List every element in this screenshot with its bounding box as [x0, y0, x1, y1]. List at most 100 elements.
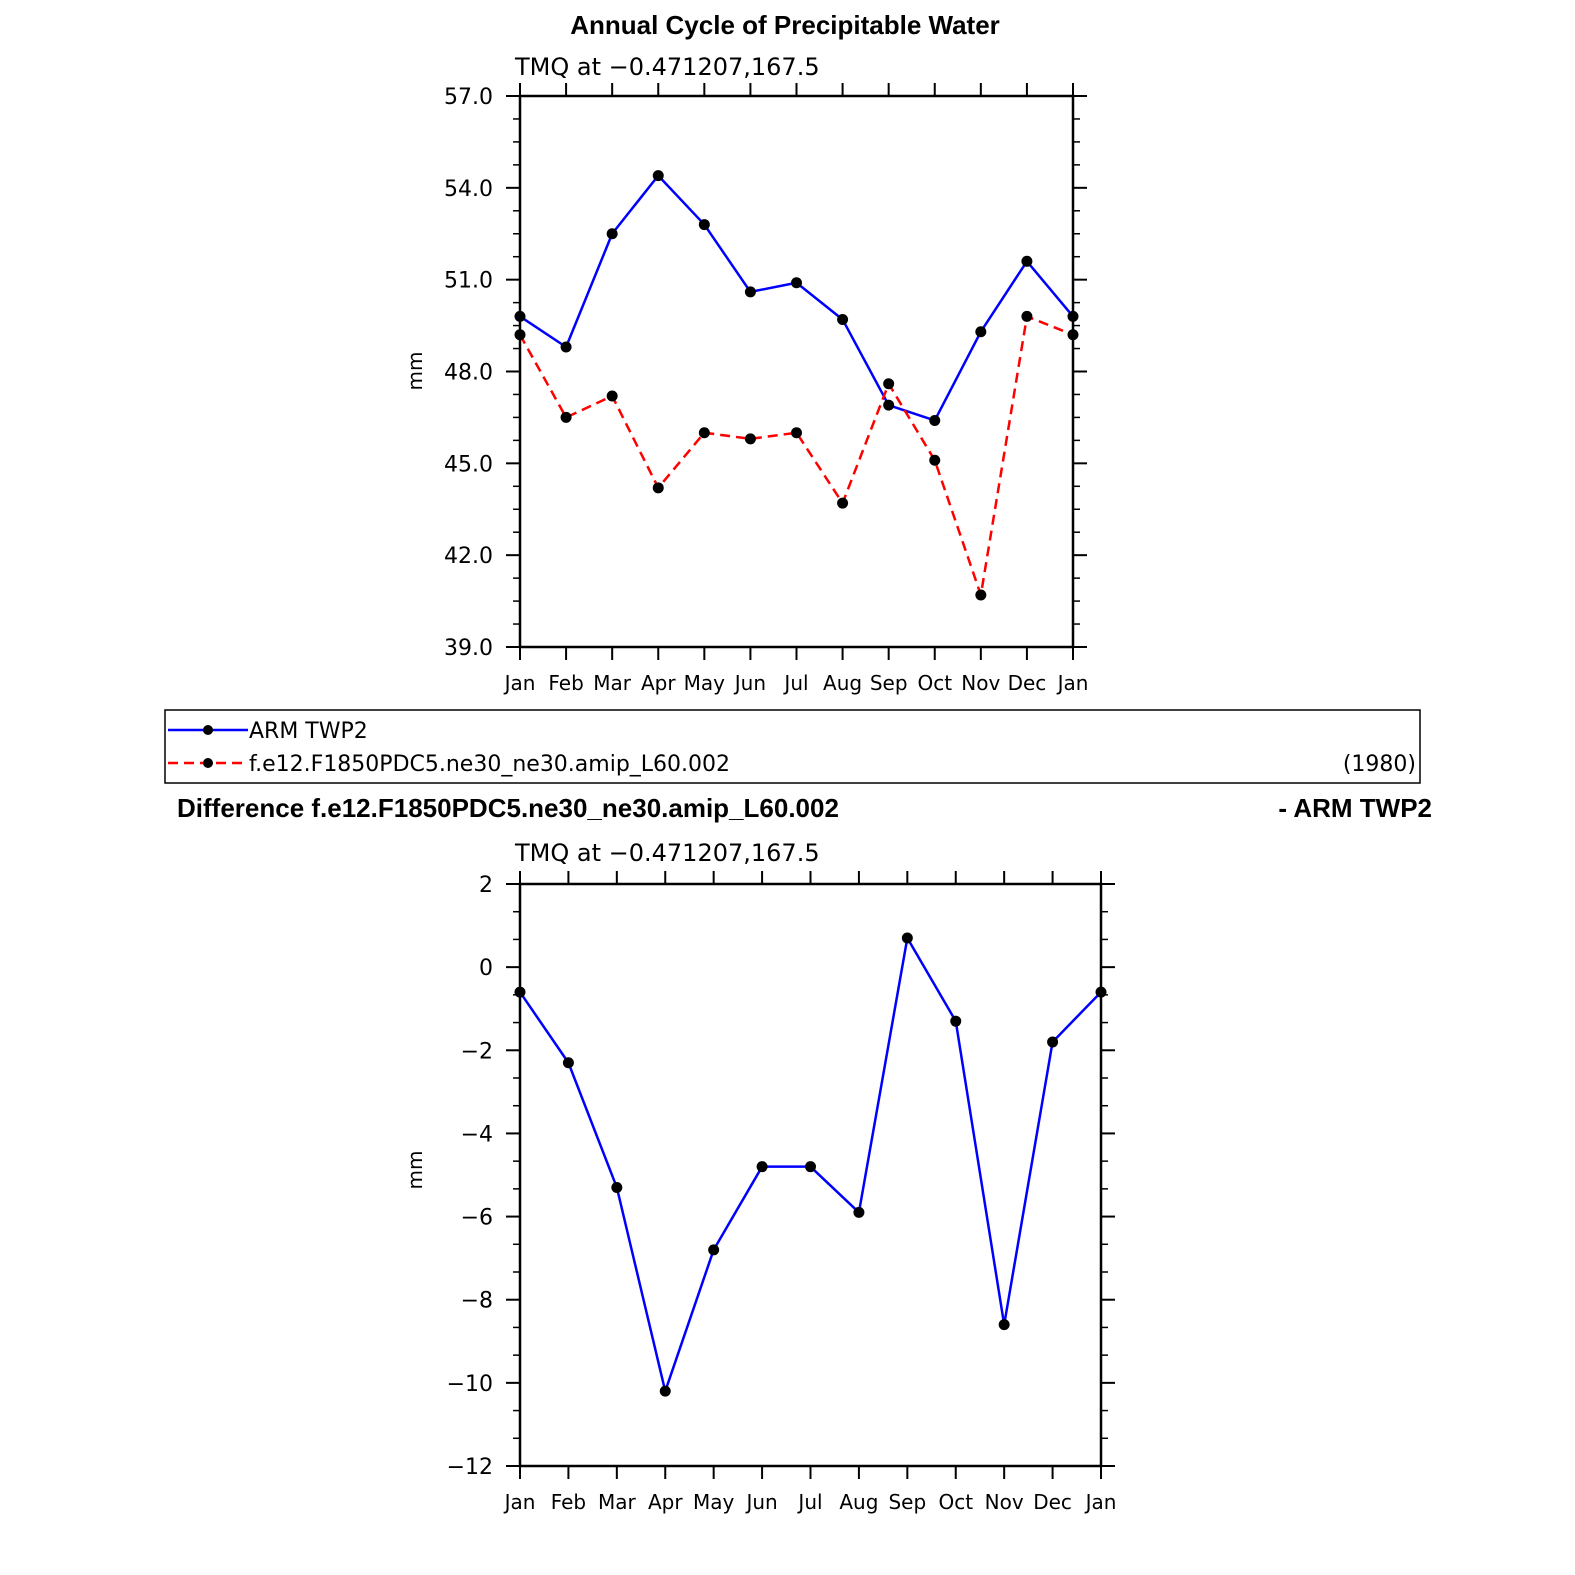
data-point [659, 1385, 671, 1397]
data-point [560, 341, 572, 353]
y-tick-label: −2 [461, 1039, 493, 1064]
y-tick-label: −10 [447, 1372, 493, 1397]
y-tick-label: 42.0 [444, 544, 493, 569]
data-point [698, 219, 710, 231]
legend-obs-marker [203, 725, 213, 735]
data-point [652, 482, 664, 494]
data-point [853, 1206, 865, 1218]
y-tick-label: 57.0 [444, 85, 493, 110]
x-tick-label: May [693, 1490, 735, 1514]
data-point [805, 1161, 816, 1173]
top-chart-ylabel: mm [403, 352, 427, 391]
data-point [883, 378, 895, 390]
x-tick-label: Mar [593, 671, 632, 695]
data-point [708, 1244, 720, 1256]
series-line [518, 315, 1074, 597]
x-tick-label: Jun [733, 671, 766, 695]
x-tick-label: Sep [870, 671, 908, 695]
data-point [698, 427, 710, 439]
x-tick-label: Apr [641, 671, 676, 695]
x-tick-label: Jun [744, 1490, 777, 1514]
data-point [744, 433, 756, 445]
x-tick-label: Jan [1084, 1490, 1117, 1514]
data-point [514, 986, 526, 998]
legend-box [164, 709, 1421, 784]
x-tick-label: Jul [782, 671, 808, 695]
y-tick-label: 39.0 [444, 636, 493, 661]
x-tick-label: Oct [938, 1490, 973, 1514]
data-point [1021, 310, 1033, 322]
data-point [837, 497, 849, 509]
difference-chart-subtitle: TMQ at −0.471207,167.5 [514, 839, 820, 867]
x-tick-label: Sep [888, 1490, 926, 1514]
data-point [1067, 310, 1079, 322]
x-tick-label: Jul [796, 1490, 822, 1514]
data-point [756, 1161, 768, 1173]
data-point [514, 310, 526, 322]
data-point [1021, 255, 1033, 267]
data-point [975, 326, 987, 338]
x-tick-label: Jan [503, 671, 536, 695]
x-tick-label: Aug [823, 671, 862, 695]
y-tick-label: 0 [479, 956, 493, 981]
x-tick-label: Feb [551, 1490, 586, 1514]
data-point [950, 1015, 962, 1027]
y-tick-label: −6 [461, 1206, 493, 1231]
series-line [519, 174, 1074, 422]
data-point [652, 170, 664, 182]
x-tick-label: Dec [1033, 1490, 1072, 1514]
data-point [606, 390, 618, 402]
diff-title-left: Difference f.e12.F1850PDC5.ne30_ne30.ami… [177, 793, 839, 823]
legend-year: (1980) [1343, 752, 1416, 777]
data-point [744, 286, 756, 298]
y-tick-label: 51.0 [444, 269, 493, 294]
data-point [883, 399, 895, 411]
x-tick-label: Apr [648, 1490, 683, 1514]
data-point [791, 427, 802, 439]
x-tick-label: Dec [1008, 671, 1047, 695]
x-tick-label: May [684, 671, 726, 695]
x-tick-label: Jan [1056, 671, 1089, 695]
top-chart: TMQ at −0.471207,167.5 mm Jan Feb Mar Apr Ma… [403, 53, 1088, 695]
x-tick-label: Feb [548, 671, 583, 695]
plot-frame [518, 94, 1075, 649]
data-point [1047, 1036, 1059, 1048]
x-tick-label: Nov [961, 671, 1000, 695]
data-point [562, 1057, 574, 1069]
data-point [606, 228, 618, 240]
diff-title-right: - ARM TWP2 [1278, 793, 1432, 823]
y-tick-label: 54.0 [444, 177, 493, 202]
top-title: Annual Cycle of Precipitable Water [570, 10, 1000, 40]
x-tick-label: Nov [985, 1490, 1024, 1514]
legend-model-label: f.e12.F1850PDC5.ne30_ne30.amip_L60.002 [249, 752, 730, 777]
y-tick-label: −8 [461, 1289, 493, 1314]
x-tick-label: Mar [598, 1490, 637, 1514]
data-point [560, 411, 572, 423]
data-point [837, 313, 849, 325]
x-tick-label: Oct [917, 671, 952, 695]
data-point [1067, 329, 1079, 341]
data-point [975, 589, 987, 601]
y-tick-label: 48.0 [444, 361, 493, 386]
top-chart-subtitle: TMQ at −0.471207,167.5 [514, 53, 820, 81]
data-point [901, 932, 913, 944]
x-tick-label: Aug [839, 1490, 878, 1514]
difference-chart-ylabel: mm [403, 1151, 427, 1190]
data-point [791, 277, 802, 289]
data-point [929, 414, 941, 426]
difference-chart: TMQ at −0.471207,167.5 mm Jan Feb Mar Apr Ma… [403, 839, 1116, 1514]
data-point [929, 454, 941, 466]
plot-frame [518, 882, 1103, 1468]
data-point [611, 1181, 623, 1193]
y-tick-label: 2 [479, 873, 493, 898]
legend-model-marker [203, 758, 213, 768]
legend: ARM TWP2 f.e12.F1850PDC5.ne30_ne30.amip_… [164, 709, 1421, 784]
legend-obs-label: ARM TWP2 [249, 719, 368, 744]
data-point [514, 329, 526, 341]
y-tick-label: −4 [461, 1122, 493, 1147]
y-tick-label: 45.0 [444, 452, 493, 477]
data-point [1095, 986, 1107, 998]
y-tick-label: −12 [447, 1455, 493, 1480]
x-tick-label: Jan [503, 1490, 536, 1514]
